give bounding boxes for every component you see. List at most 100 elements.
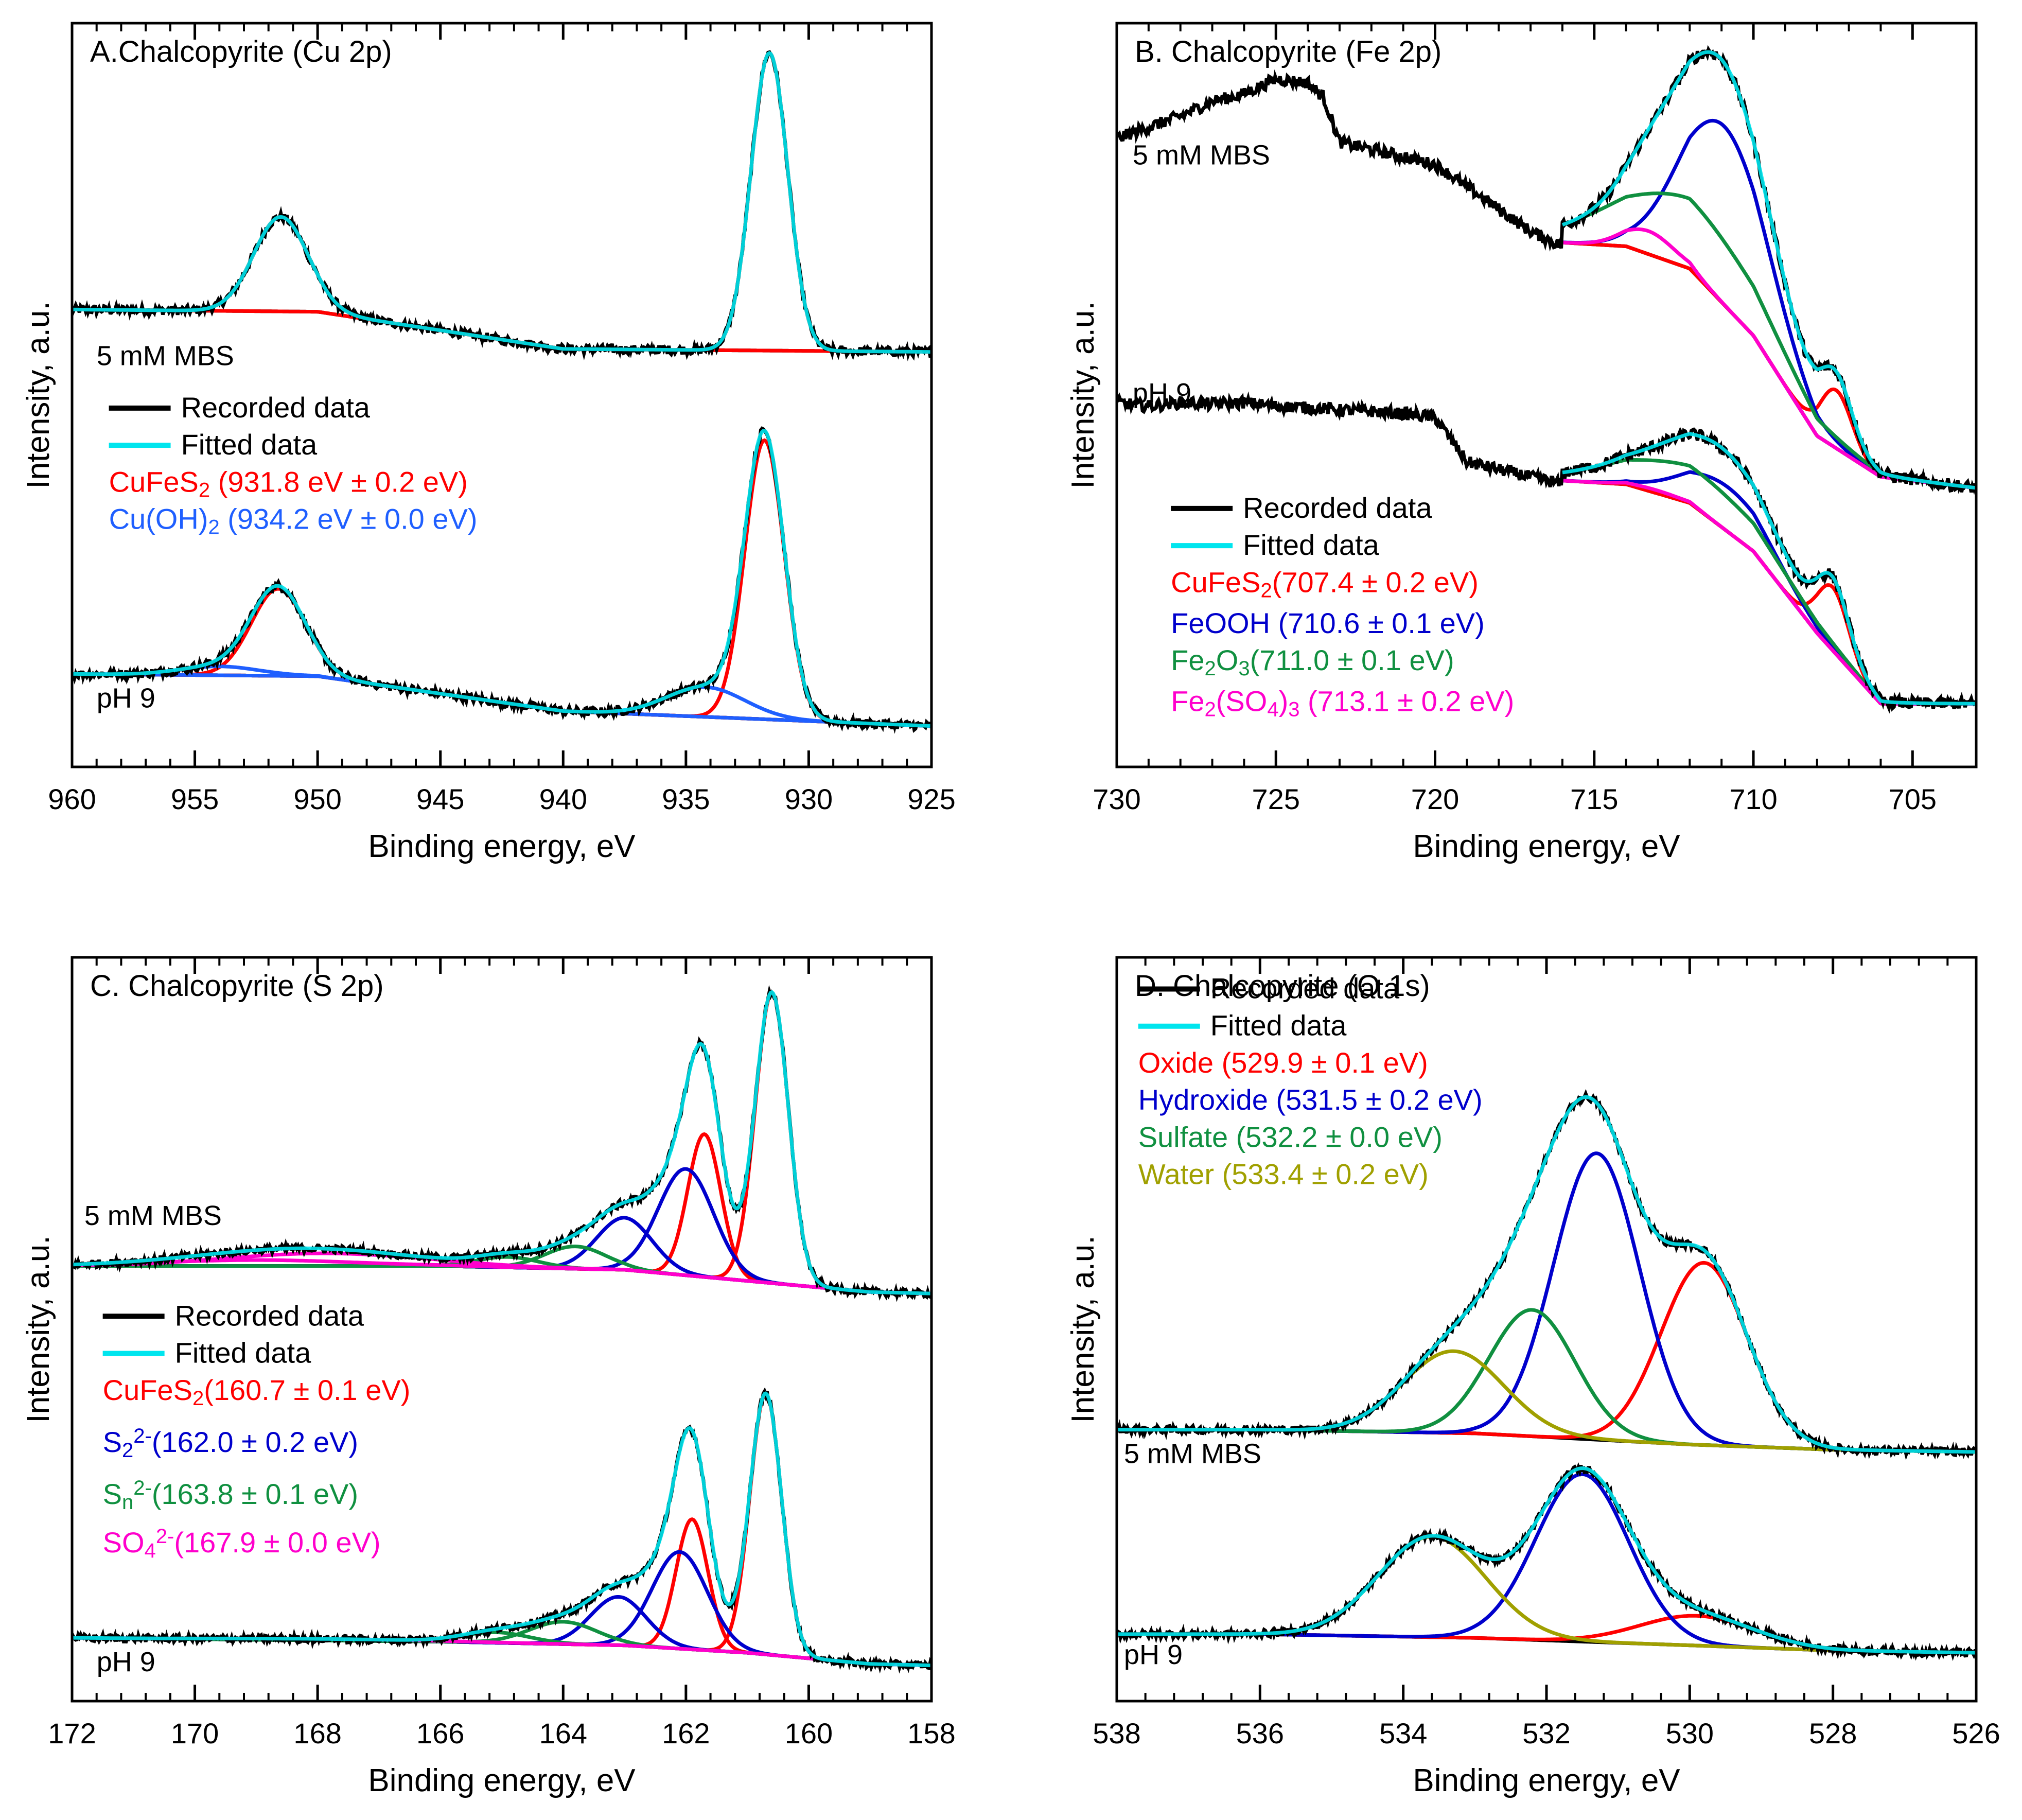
legend-text-part: 2-	[133, 1425, 152, 1447]
legend-text-part: (167.9 ± 0.0 eV)	[174, 1526, 380, 1559]
legend-entry: FeOOH (710.6 ± 0.1 eV)	[1171, 607, 1485, 639]
plot-area	[72, 50, 931, 734]
plot-area	[72, 985, 931, 1674]
panel-title: C. Chalcopyrite (S 2p)	[90, 969, 384, 1003]
y-axis-label: Intensity, a.u.	[1065, 1235, 1101, 1423]
component-so4-2p1-2	[72, 1258, 931, 1296]
legend-text-part: 2	[1205, 657, 1216, 680]
x-tick-label: 166	[416, 1717, 464, 1749]
spectrum-label: pH 9	[97, 1647, 155, 1677]
panel-a: 960 955 950 945 940 935 930 925 Binding energy, …	[21, 22, 956, 864]
legend-text-part: S	[103, 1478, 122, 1510]
legend-text-part: 4	[145, 1539, 156, 1562]
legend-text-part: 2-	[156, 1525, 174, 1548]
x-tick-label: 532	[1522, 1717, 1570, 1749]
legend-text-part: (707.4 ± 0.2 eV)	[1272, 566, 1479, 598]
legend-text-part: CuFeS	[109, 465, 199, 498]
recorded-data-line	[1117, 45, 1976, 495]
spectrum-ph9	[1117, 1462, 1976, 1661]
legend-label: Fitted data	[1243, 529, 1379, 561]
legend-entry: Sn2-(163.8 ± 0.1 eV)	[103, 1477, 358, 1514]
spectrum-label: pH 9	[1124, 1639, 1183, 1670]
x-tick-label: 955	[171, 783, 219, 815]
x-tick-label: 158	[907, 1717, 955, 1749]
legend-text-part: CuFeS	[1171, 566, 1260, 598]
spectrum-label: 5 mM MBS	[84, 1200, 222, 1231]
plot-frame	[1115, 22, 1978, 768]
x-tick-label: 950	[293, 783, 341, 815]
x-tick-label: 538	[1093, 1717, 1140, 1749]
legend-text-part: FeOOH (710.6 ± 0.1 eV)	[1171, 607, 1485, 639]
legend: Recorded data Fitted data Oxide (529.9 ± 0…	[1138, 972, 1483, 1191]
x-tick-label: 168	[293, 1717, 341, 1749]
legend-text-part: Hydroxide (531.5 ± 0.2 eV)	[1138, 1083, 1483, 1116]
component-feooh	[1562, 118, 1976, 490]
panel-title: B. Chalcopyrite (Fe 2p)	[1135, 35, 1441, 68]
panel-title: D. Chalcopyrite (O 1s)	[1135, 969, 1430, 1003]
legend-text-part: Cu(OH)	[109, 503, 208, 535]
x-tick-label: 160	[785, 1717, 833, 1749]
y-axis-label: Intensity, a.u.	[21, 301, 56, 488]
legend-entry: SO42-(167.9 ± 0.0 eV)	[103, 1525, 381, 1562]
legend-entry: CuFeS2(160.7 ± 0.1 eV)	[103, 1374, 411, 1410]
x-tick-label: 526	[1952, 1717, 2000, 1749]
x-tick-label: 534	[1379, 1717, 1427, 1749]
x-tick-label: 925	[907, 783, 955, 815]
x-tick-label: 705	[1889, 783, 1937, 815]
legend-text-part: SO	[103, 1526, 145, 1559]
plot-frame	[71, 956, 933, 1703]
plot-area	[1117, 1089, 1976, 1661]
legend-label: Recorded data	[1210, 972, 1400, 1004]
legend-text-part: (160.7 ± 0.1 eV)	[204, 1374, 410, 1406]
spectrum-mbs	[72, 985, 931, 1302]
legend-text-part: (162.0 ± 0.2 eV)	[152, 1426, 358, 1458]
legend-text-part: Sulfate (532.2 ± 0.0 eV)	[1138, 1121, 1443, 1153]
spectrum-mbs	[1117, 1089, 1976, 1461]
x-tick-label: 725	[1252, 783, 1300, 815]
background-line	[72, 1264, 931, 1296]
spectrum-label: pH 9	[97, 682, 155, 713]
component-fe2-so4-3	[1562, 227, 1976, 490]
x-tick-label: 536	[1236, 1717, 1284, 1749]
x-tick-label: 528	[1809, 1717, 1857, 1749]
x-tick-label: 730	[1093, 783, 1140, 815]
background-line	[1562, 240, 1976, 490]
spectrum-ph9	[72, 426, 931, 734]
legend-text-part: (711.0 ± 0.1 eV)	[1250, 644, 1454, 676]
legend-entry: Water (533.4 ± 0.2 eV)	[1138, 1158, 1429, 1191]
component-hydroxide	[1117, 1472, 1976, 1655]
legend-text-part: 2	[122, 1439, 133, 1462]
y-axis-label: Intensity, a.u.	[1065, 301, 1101, 488]
panel-d: 538 536 534 532 530 528 526 Binding energy, eV I…	[1065, 956, 2000, 1798]
recorded-data-line	[1117, 1462, 1976, 1661]
legend-text-part: (934.2 eV ± 0.0 eV)	[220, 503, 478, 535]
x-tick-label: 715	[1570, 783, 1618, 815]
legend-text-part: 3	[1238, 657, 1250, 680]
legend-text-part: 2	[1205, 698, 1216, 721]
recorded-data-line	[72, 985, 931, 1302]
panel-b: 730 725 720 715 710 705 Binding energy, eV Inte…	[1065, 22, 1978, 864]
legend-label: Fitted data	[1210, 1009, 1347, 1042]
spectrum-label: 5 mM MBS	[1124, 1439, 1261, 1469]
legend-text-part: S	[103, 1426, 122, 1458]
legend-text-part: Fe	[1171, 685, 1204, 717]
x-axis-label: Binding energy, eV	[1413, 829, 1680, 864]
legend-text-part: Fe	[1171, 644, 1204, 676]
component-feooh	[1562, 470, 1976, 706]
legend-text-part: (163.8 ± 0.1 eV)	[152, 1478, 358, 1510]
legend-label: Fitted data	[181, 428, 318, 461]
component-s2-2p3-2	[72, 1550, 931, 1668]
x-tick-label: 172	[48, 1717, 96, 1749]
legend-text-part: 4	[1267, 698, 1278, 721]
legend-label: Recorded data	[1243, 492, 1432, 524]
x-axis-label: Binding energy, eV	[368, 829, 636, 864]
legend-entry: Hydroxide (531.5 ± 0.2 eV)	[1138, 1083, 1483, 1116]
x-tick-label: 170	[171, 1717, 219, 1749]
x-tick-label: 935	[662, 783, 710, 815]
x-tick-label: 710	[1729, 783, 1777, 815]
legend-entry: CuFeS2(707.4 ± 0.2 eV)	[1171, 566, 1479, 602]
